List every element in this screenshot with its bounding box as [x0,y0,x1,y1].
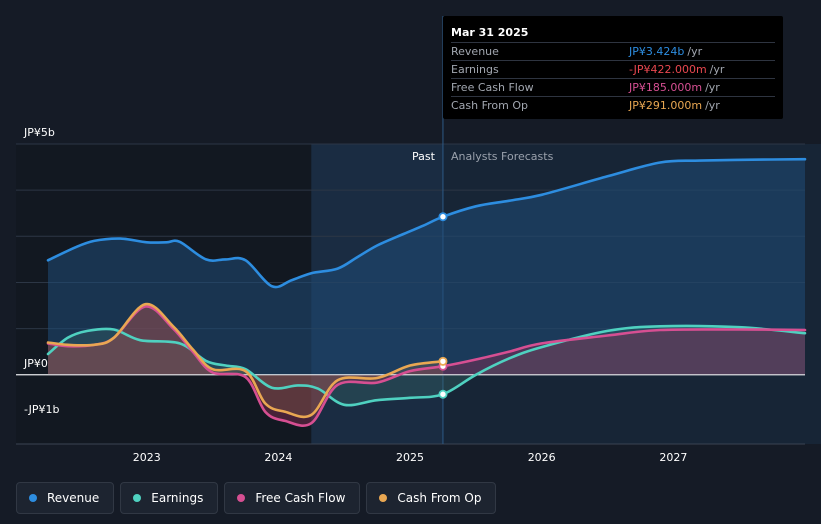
marker-cash-from-op [438,356,448,366]
tooltip-row-free-cash-flow: Free Cash Flow JP¥185.000m /yr [451,78,775,96]
tooltip-unit: /yr [705,99,720,112]
y-tick-label: JP¥5b [23,126,55,139]
tooltip-unit: /yr [709,63,725,76]
legend-label: Cash From Op [397,491,482,505]
area-earnings [48,326,805,406]
tooltip-row-cash-from-op: Cash From Op JP¥291.000m /yr [451,96,775,114]
x-tick-label: 2024 [264,451,292,464]
tooltip-value: -JP¥422.000m [629,63,707,76]
y-tick-label: -JP¥1b [24,403,59,416]
legend-item-earnings[interactable]: Earnings [120,482,219,514]
legend-dot-icon [379,494,388,502]
tooltip-label: Earnings [451,63,499,76]
legend-dot-icon [29,494,37,502]
legend-label: Revenue [47,491,100,505]
tooltip-label: Free Cash Flow [451,81,534,94]
chart-series-lines [46,157,807,427]
legend-label: Free Cash Flow [255,491,346,505]
tooltip-panel: Mar 31 2025 Revenue JP¥3.424b /yr Earnin… [443,16,783,119]
chart-axis-text: JP¥5b JP¥0 -JP¥1b 2023 2024 2025 2026 2027 Past A… [23,126,687,464]
tooltip-value: JP¥185.000m [629,81,703,94]
legend-dot-icon [133,494,142,502]
tooltip-unit: /yr [687,45,703,58]
tooltip-unit: /yr [705,81,720,94]
legend-item-free-cash-flow[interactable]: Free Cash Flow [224,482,361,514]
line-revenue [46,157,807,289]
legend-label: Earnings [151,491,204,505]
forecast-label: Analysts Forecasts [451,150,554,163]
legend-dot-icon [237,494,246,502]
legend-item-cash-from-op[interactable]: Cash From Op [366,482,497,514]
tooltip-label: Revenue [451,45,499,58]
chart-hover-markers [438,212,448,399]
tooltip-value: JP¥291.000m [629,99,703,112]
x-tick-label: 2025 [396,451,424,464]
y-tick-label: JP¥0 [23,357,48,370]
tooltip-date: Mar 31 2025 [451,26,529,39]
x-tick-label: 2023 [133,451,161,464]
chart-legend: Revenue Earnings Free Cash Flow Cash Fro… [16,482,497,514]
x-tick-label: 2027 [659,451,687,464]
x-tick-label: 2026 [528,451,556,464]
tooltip-label: Cash From Op [451,99,529,112]
marker-earnings [438,389,448,399]
tooltip-row-revenue: Revenue JP¥3.424b /yr [451,42,775,60]
legend-item-revenue[interactable]: Revenue [16,482,115,514]
area-revenue [48,159,805,375]
chart-series-areas [16,159,805,426]
marker-revenue [438,212,448,222]
tooltip-row-earnings: Earnings -JP¥422.000m /yr [451,60,775,78]
area-cash-from-op [48,304,443,417]
area-free-cash-flow [48,306,805,426]
line-cash-from-op [46,302,445,419]
tooltip-value: JP¥3.424b [629,45,685,58]
past-label: Past [412,150,436,163]
